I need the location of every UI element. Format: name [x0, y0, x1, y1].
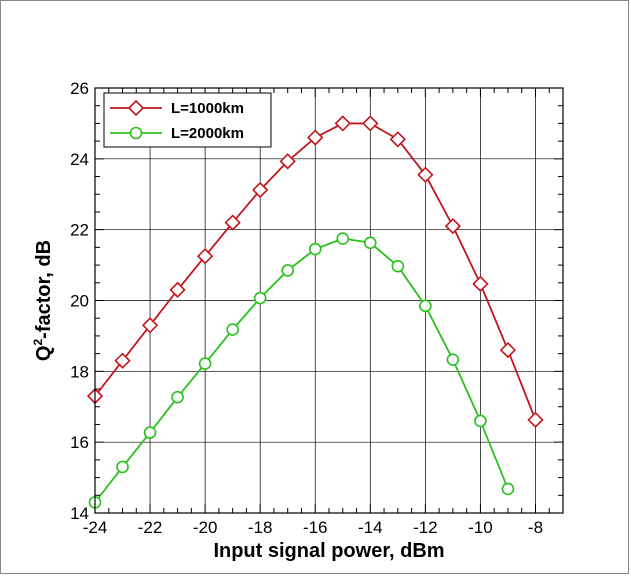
data-point [253, 291, 267, 305]
legend-box [103, 92, 272, 148]
y-axis-label-main: Q [33, 346, 55, 362]
legend-marker [129, 126, 143, 140]
x-tick-label: -24 [83, 518, 108, 537]
data-point [472, 275, 489, 292]
data-point [362, 115, 379, 132]
data-point [143, 426, 157, 439]
x-tick-label: -16 [303, 518, 328, 537]
data-point [141, 317, 159, 334]
data-point [419, 299, 432, 313]
data-point [198, 357, 212, 370]
x-tick-label: -20 [193, 518, 218, 537]
y-tick-label: 24 [70, 150, 89, 169]
x-axis-label: Input signal power, dBm [213, 540, 444, 562]
series-1 [86, 115, 544, 428]
data-point [171, 390, 184, 404]
y-axis-label-superscript: 2 [31, 339, 45, 346]
data-point [474, 414, 487, 428]
legend: L=1000km L=2000km [103, 92, 272, 148]
data-point [307, 129, 324, 146]
data-point [446, 353, 460, 366]
y-tick-label: 26 [70, 79, 89, 98]
legend-item: L=2000km [110, 125, 244, 142]
data-point [116, 460, 129, 474]
x-tick-label: -8 [528, 518, 543, 537]
x-tick-label: -22 [138, 518, 163, 537]
data-point [226, 323, 239, 336]
data-point [336, 232, 350, 245]
legend-label: L=1000km [171, 100, 244, 117]
data-point [281, 264, 295, 277]
data-point [224, 214, 241, 231]
data-point [252, 181, 269, 199]
series-group [86, 115, 544, 509]
series-line [94, 237, 509, 503]
data-point [527, 411, 544, 428]
grid [95, 88, 563, 513]
data-point [363, 236, 377, 250]
data-point [501, 482, 515, 496]
ticks: -24 -22 -20 -18 -16 -14 -12 -10 -8 14 16 18 20 22 24 26 [70, 79, 564, 537]
legend-marker [127, 99, 145, 117]
y-tick-label: 16 [70, 433, 89, 452]
y-axis-label: Q2-factor, dB [31, 240, 55, 361]
legend-label: L=2000km [171, 125, 244, 142]
x-tick-label: -10 [468, 518, 493, 537]
y-axis-label-rest: -factor, dB [33, 240, 55, 339]
y-tick-label: 22 [70, 221, 89, 240]
data-point [389, 131, 406, 148]
y-tick-label: 18 [70, 362, 89, 381]
y-tick-label: 14 [70, 504, 89, 523]
series-2 [88, 232, 515, 509]
data-point [417, 166, 434, 183]
data-point [391, 259, 405, 273]
x-tick-label: -14 [358, 518, 383, 537]
data-point [308, 242, 322, 256]
data-point [279, 153, 296, 170]
data-point [334, 115, 351, 132]
data-point [499, 341, 517, 359]
y-tick-label: 20 [70, 292, 89, 311]
data-point [196, 248, 214, 265]
data-point [444, 217, 462, 235]
data-point [169, 281, 186, 299]
x-tick-label: -12 [413, 518, 438, 537]
data-point [114, 352, 131, 369]
legend-item: L=1000km [110, 99, 244, 117]
x-tick-label: -18 [248, 518, 273, 537]
